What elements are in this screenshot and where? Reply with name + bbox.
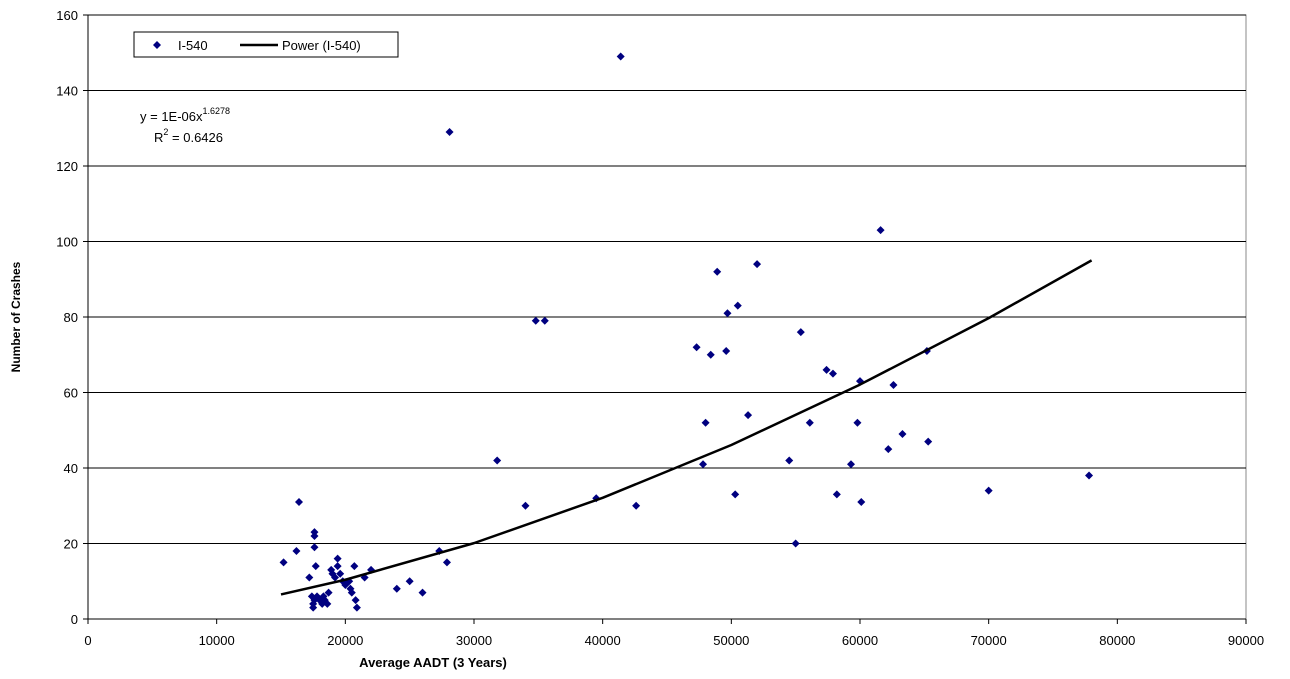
trendline: [280, 259, 1093, 596]
point: [336, 569, 345, 578]
point: [744, 411, 753, 420]
point: [351, 596, 360, 605]
x-tick-label: 40000: [585, 633, 621, 648]
point: [832, 490, 841, 499]
point: [701, 418, 710, 427]
r-squared-value: = 0.6426: [168, 130, 223, 145]
point: [531, 316, 540, 325]
point: [699, 460, 708, 469]
point: [295, 497, 304, 506]
point: [692, 343, 701, 352]
plot: 0 20 40 60 80 100 120 140 160 0 10000 20000 30000 400…: [56, 8, 1264, 648]
point: [405, 577, 414, 586]
x-tick-label: 10000: [199, 633, 235, 648]
point: [331, 573, 340, 582]
x-tick-label: 0: [84, 633, 91, 648]
point: [731, 490, 740, 499]
point: [846, 460, 855, 469]
point: [521, 501, 530, 510]
x-tick-label: 70000: [971, 633, 1007, 648]
equation: y = 1E-06x1.6278: [140, 106, 230, 124]
y-tick-label: 0: [71, 612, 78, 627]
point: [333, 554, 342, 563]
x-tick-label: 50000: [713, 633, 749, 648]
point: [853, 418, 862, 427]
point: [323, 599, 332, 608]
point: [324, 588, 333, 597]
point: [796, 328, 805, 337]
r-squared-exponent: 2: [163, 127, 168, 137]
point: [706, 350, 715, 359]
point: [305, 573, 314, 582]
point: [785, 456, 794, 465]
x-tick-label: 30000: [456, 633, 492, 648]
legend-label: Power (I-540): [282, 38, 361, 53]
point: [445, 128, 454, 137]
point: [733, 301, 742, 310]
point: [805, 418, 814, 427]
point: [889, 380, 898, 389]
equation-exponent: 1.6278: [203, 106, 231, 116]
point: [924, 437, 933, 446]
y-tick-label: 80: [64, 310, 78, 325]
point: [311, 562, 320, 571]
point: [884, 445, 893, 454]
point: [722, 346, 731, 355]
legend-marker: [153, 41, 161, 49]
y-tick-label: 20: [64, 537, 78, 552]
point: [1085, 471, 1094, 480]
x-tick-label: 60000: [842, 633, 878, 648]
x-axis-label: Average AADT (3 Years): [359, 655, 507, 670]
point: [493, 456, 502, 465]
point: [723, 309, 732, 318]
point: [418, 588, 427, 597]
point: [876, 226, 885, 235]
point: [828, 369, 837, 378]
legend: I-540 Power (I-540): [133, 31, 399, 58]
y-tick-label: 100: [56, 235, 78, 250]
point: [822, 365, 831, 374]
point: [310, 531, 319, 540]
point: [392, 584, 401, 593]
point: [984, 486, 993, 495]
point: [352, 603, 361, 612]
legend-label: I-540: [178, 38, 208, 53]
x-tick-label: 90000: [1228, 633, 1264, 648]
point: [333, 562, 342, 571]
point: [857, 497, 866, 506]
point: [442, 558, 451, 567]
y-tick-label: 140: [56, 84, 78, 99]
r-squared: R2 = 0.6426: [154, 127, 223, 145]
y-tick-label: 40: [64, 461, 78, 476]
point: [791, 539, 800, 548]
point: [310, 543, 319, 552]
point: [540, 316, 549, 325]
point: [347, 588, 356, 597]
y-tick-label: 120: [56, 159, 78, 174]
point: [632, 501, 641, 510]
y-tick-label: 160: [56, 8, 78, 23]
point: [279, 558, 288, 567]
equation-text: y = 1E-06x: [140, 109, 203, 124]
point: [898, 430, 907, 439]
r-squared-text: R: [154, 130, 163, 145]
y-tick-label: 60: [64, 386, 78, 401]
x-tick-label: 80000: [1099, 633, 1135, 648]
point: [713, 267, 722, 276]
x-tick-label: 20000: [327, 633, 363, 648]
point: [292, 547, 301, 556]
point: [753, 260, 762, 269]
point: [616, 52, 625, 61]
y-axis-label: Number of Crashes: [9, 261, 23, 372]
point: [350, 562, 359, 571]
point: [309, 603, 318, 612]
